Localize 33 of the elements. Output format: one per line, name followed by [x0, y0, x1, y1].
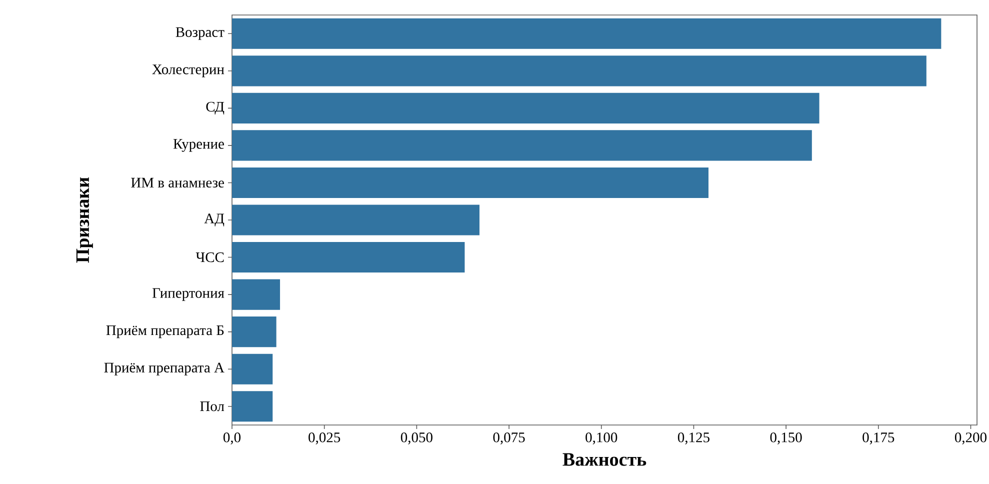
bar — [232, 56, 926, 86]
x-tick-label: 0,100 — [586, 432, 618, 444]
y-tick-label: Курение — [173, 139, 224, 152]
y-tick-label: СД — [206, 102, 224, 115]
bar — [232, 316, 276, 348]
bar — [232, 279, 280, 310]
x-tick-label: 0,125 — [678, 432, 710, 444]
y-tick-label: Пол — [200, 402, 224, 412]
y-tick-label: ИМ в анамнезе — [131, 178, 224, 188]
x-axis-title: Важность — [562, 453, 646, 466]
x-tick-label: 0,175 — [862, 432, 894, 444]
x-tick-label: 0,0 — [223, 432, 241, 444]
y-tick-label: Приём препарата А — [104, 362, 224, 376]
bar — [232, 354, 273, 384]
y-axis-title: Признаки — [76, 177, 93, 263]
y-tick-label: Холестерин — [152, 64, 224, 78]
x-tick-label: 0,075 — [493, 432, 525, 444]
y-tick-label: Приём препарата Б — [106, 326, 224, 338]
x-tick-label: 0,025 — [308, 432, 340, 444]
bar — [232, 167, 708, 198]
y-tick-label: ЧСС — [196, 252, 224, 262]
x-tick-label: 0,200 — [954, 432, 986, 444]
x-tick-label: 0,050 — [400, 432, 432, 444]
x-tick-label: 0,150 — [770, 432, 802, 444]
bar — [232, 18, 942, 49]
y-tick-label: Гипертония — [152, 288, 224, 301]
y-tick-label: Возраст — [176, 27, 224, 40]
bar — [232, 130, 812, 161]
bar — [232, 204, 480, 236]
bar — [232, 92, 820, 124]
y-tick-label: АД — [204, 214, 224, 226]
bar — [232, 391, 273, 422]
bar — [232, 242, 465, 273]
